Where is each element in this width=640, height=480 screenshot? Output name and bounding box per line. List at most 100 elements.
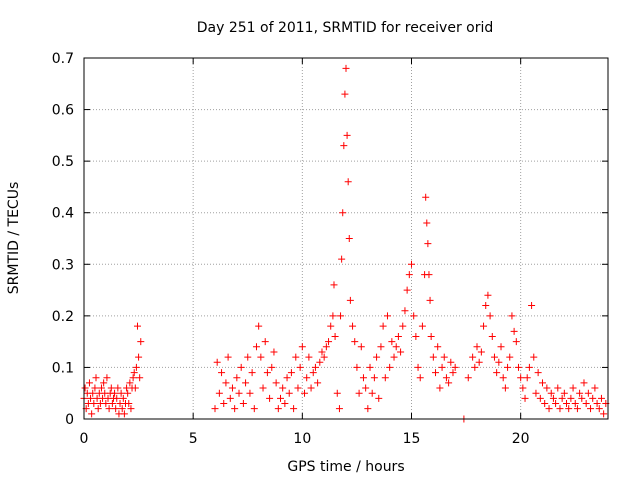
data-point (327, 322, 335, 330)
data-point (279, 384, 287, 392)
data-point (558, 394, 566, 402)
data-point (340, 142, 348, 150)
data-point (318, 348, 326, 356)
data-point (541, 400, 549, 408)
data-point (525, 363, 533, 371)
data-point (322, 343, 330, 351)
data-point (89, 389, 97, 397)
data-point (283, 374, 291, 382)
data-point (345, 235, 353, 242)
data-series-srmtid (80, 64, 610, 423)
data-point (429, 353, 437, 361)
data-point (118, 405, 126, 413)
data-point (512, 338, 520, 346)
data-point (545, 405, 553, 413)
data-point (532, 389, 540, 397)
data-point (81, 384, 89, 392)
data-point (422, 193, 430, 201)
axis-ticks: 0 0.1 0.2 0.3 0.4 0.5 0.6 0.7 0 5 10 15 20 (52, 51, 608, 447)
data-point (263, 369, 271, 377)
data-point (124, 389, 132, 397)
data-point (584, 389, 592, 397)
data-point (587, 405, 595, 413)
data-point (471, 363, 479, 371)
data-point (316, 358, 324, 366)
data-point (567, 394, 575, 402)
data-point (349, 322, 357, 330)
data-point (451, 363, 459, 371)
data-point (359, 374, 367, 382)
data-point (248, 369, 256, 377)
data-point (111, 389, 119, 397)
data-point (102, 400, 110, 408)
data-point (213, 358, 221, 366)
data-point (130, 369, 138, 377)
data-point (211, 405, 219, 413)
y-axis-title: SRMTID / TECUs (6, 182, 22, 295)
data-point (274, 405, 282, 413)
y-tick-label: 0.6 (52, 103, 74, 119)
data-point (320, 353, 328, 361)
data-point (426, 296, 434, 304)
data-point (508, 312, 516, 320)
data-point (565, 405, 573, 413)
data-point (403, 286, 411, 294)
data-point (390, 353, 398, 361)
data-point (285, 389, 293, 397)
data-point (97, 384, 105, 392)
data-point (497, 343, 505, 351)
data-point (399, 322, 407, 330)
data-point (373, 353, 381, 361)
data-point (357, 343, 365, 351)
data-point (416, 374, 424, 382)
data-point (536, 394, 544, 402)
data-point (117, 389, 125, 397)
y-tick-label: 0.3 (52, 257, 74, 273)
data-point (440, 353, 448, 361)
data-point (442, 374, 450, 382)
data-point (329, 312, 337, 320)
data-point (355, 389, 363, 397)
y-tick-label: 0.5 (52, 154, 74, 170)
x-tick-label: 5 (189, 431, 198, 447)
data-point (364, 405, 372, 413)
data-point (335, 405, 343, 413)
data-point (414, 363, 422, 371)
data-point (85, 379, 93, 387)
data-point (475, 358, 483, 366)
data-point (425, 271, 433, 279)
data-point (255, 322, 263, 330)
data-point (246, 389, 254, 397)
data-point (296, 363, 304, 371)
data-point (436, 384, 444, 392)
data-point (290, 405, 298, 413)
data-point (412, 332, 420, 340)
data-point (375, 394, 383, 402)
data-point (410, 312, 418, 320)
data-point (222, 379, 230, 387)
data-point (552, 400, 560, 408)
data-point (423, 219, 431, 227)
data-point (120, 410, 128, 418)
data-point (94, 405, 102, 413)
data-point (259, 384, 267, 392)
data-point (233, 374, 241, 382)
data-point (514, 363, 522, 371)
y-tick-label: 0 (65, 412, 74, 428)
data-point (119, 394, 127, 402)
data-point (388, 338, 396, 346)
data-point (314, 379, 322, 387)
data-point (381, 374, 389, 382)
data-point (571, 400, 579, 408)
data-point (135, 353, 143, 361)
data-point (220, 400, 228, 408)
data-point (301, 389, 309, 397)
data-point (136, 374, 144, 382)
data-point (277, 394, 284, 402)
data-point (397, 348, 405, 356)
data-point (137, 338, 145, 346)
data-point (311, 363, 319, 371)
data-point (593, 400, 601, 408)
data-point (331, 332, 339, 340)
data-point (366, 363, 374, 371)
